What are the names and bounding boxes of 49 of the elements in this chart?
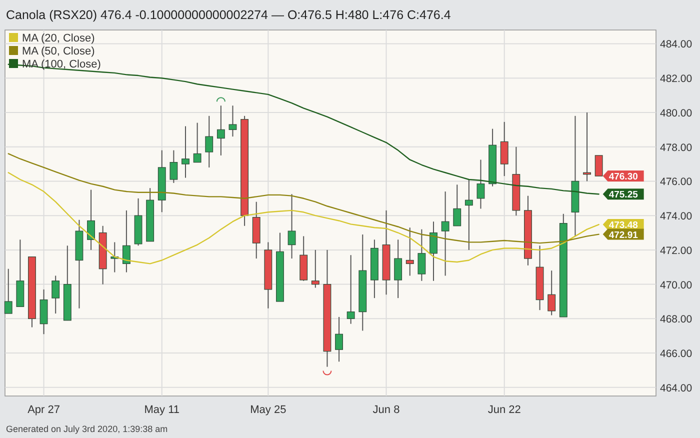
legend-label: MA (50, Close) bbox=[22, 46, 95, 58]
data-label: 475.25 bbox=[608, 190, 639, 201]
x-tick-label: May 25 bbox=[250, 404, 286, 416]
candlestick bbox=[52, 275, 60, 314]
y-tick-label: 480.00 bbox=[660, 107, 692, 120]
y-tick-label: 482.00 bbox=[660, 73, 692, 86]
x-tick-label: Jun 8 bbox=[372, 404, 400, 416]
candlestick bbox=[548, 270, 556, 316]
candlestick bbox=[441, 191, 450, 276]
text: Generated on July 3rd 2020, 1:39:38 am bbox=[6, 424, 168, 434]
candlestick bbox=[122, 210, 130, 273]
x-tick-label: Jun 22 bbox=[488, 404, 521, 416]
line-series bbox=[8, 172, 600, 264]
candlestick bbox=[500, 121, 508, 177]
candlestick bbox=[418, 228, 426, 282]
candlestick bbox=[228, 105, 237, 138]
legend-label: MA (20, Close) bbox=[22, 32, 95, 44]
candlestick bbox=[453, 184, 462, 226]
data-label: 473.48 bbox=[608, 220, 638, 232]
candlestick bbox=[4, 268, 12, 314]
candlestick bbox=[193, 122, 202, 163]
y-tick-label: 478.00 bbox=[660, 142, 692, 154]
y-tick-label: 464.00 bbox=[660, 382, 692, 394]
x-tick-label: Apr 27 bbox=[28, 404, 60, 416]
candlestick bbox=[430, 221, 438, 282]
candlestick bbox=[205, 115, 214, 168]
x-tick-label: May 11 bbox=[144, 404, 180, 416]
y-tick-label: 484.00 bbox=[660, 38, 692, 51]
y-tick-label: 474.00 bbox=[660, 210, 692, 223]
candlestick bbox=[394, 239, 402, 299]
candlestick bbox=[311, 249, 320, 288]
y-tick-label: 476.00 bbox=[660, 176, 692, 188]
data-label: 472.91 bbox=[608, 230, 639, 241]
candlestick bbox=[182, 126, 190, 178]
candlestick bbox=[288, 194, 296, 260]
y-tick-label: 470.00 bbox=[660, 279, 692, 292]
candlestick bbox=[335, 316, 343, 362]
candlestick bbox=[406, 227, 414, 276]
y-tick-label: 472.00 bbox=[660, 244, 692, 257]
candlestick bbox=[87, 189, 95, 250]
y-tick-label: 468.00 bbox=[660, 314, 692, 326]
candlestick bbox=[464, 178, 473, 250]
candlestick bbox=[216, 105, 225, 156]
chart-title: Canola (RSX20) 476.4 -0.10000000000002274 — O:476.5 H:480 L:476 C:476.4 bbox=[6, 8, 451, 22]
candlestick bbox=[170, 150, 178, 184]
candlestick bbox=[346, 254, 355, 324]
y-tick-label: 466.00 bbox=[660, 348, 692, 360]
text: 476.30 bbox=[608, 172, 638, 183]
candlestick bbox=[476, 159, 485, 210]
